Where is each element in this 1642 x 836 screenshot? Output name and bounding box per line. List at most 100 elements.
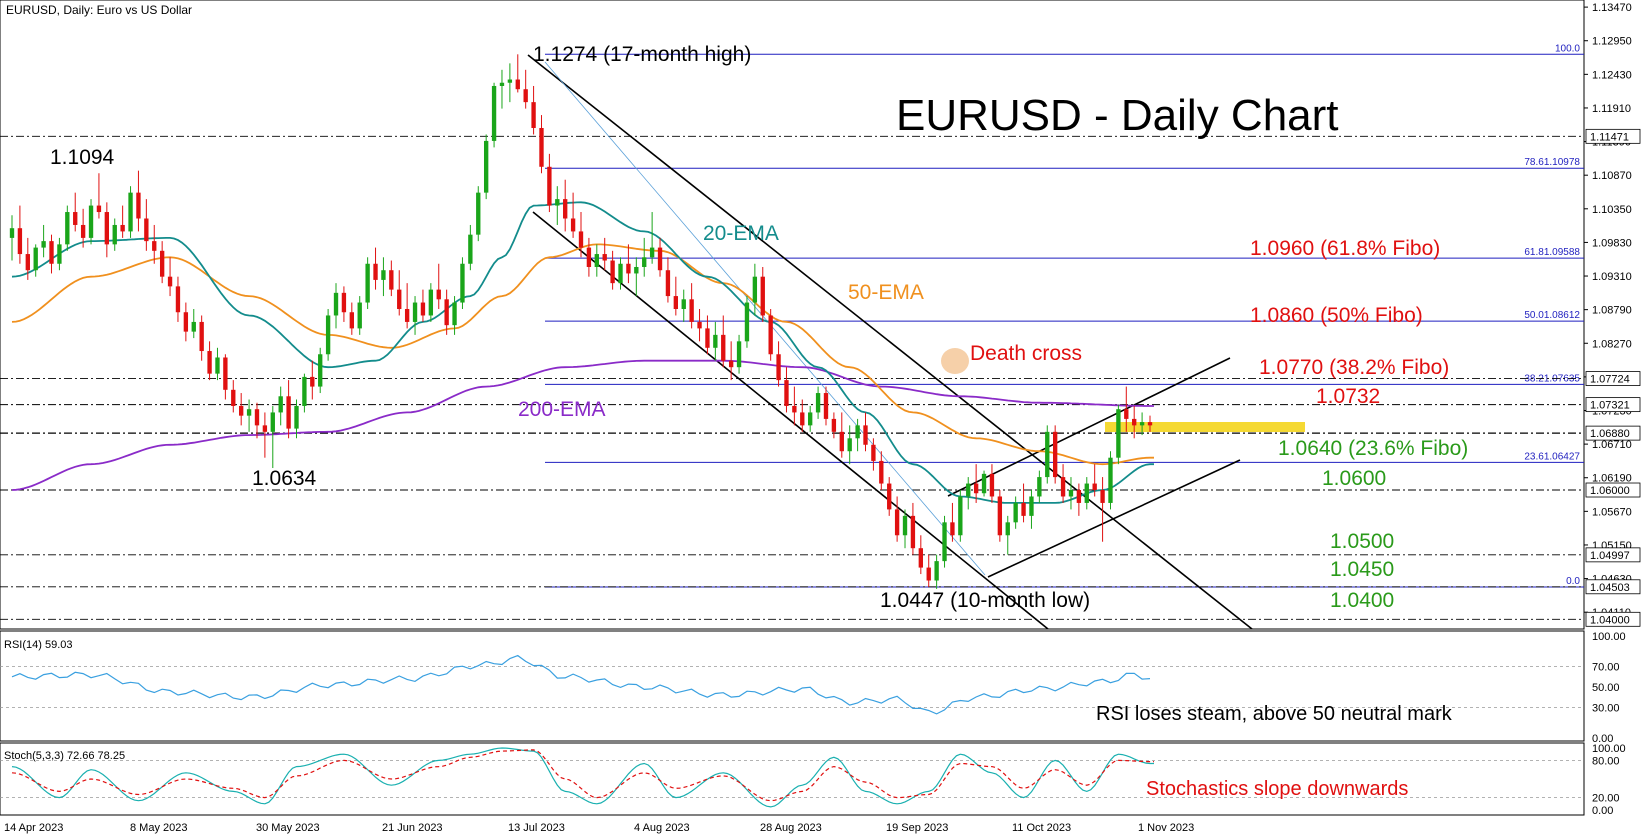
candle-body [997,496,1003,536]
ema50-label: 50-EMA [848,281,924,304]
candle-body [25,254,30,271]
level-1094-label: 1.1094 [50,146,115,169]
price-tick-label: 1.10870 [1592,170,1632,182]
candle-body [9,228,15,238]
candle-body [183,312,189,332]
date-tick-label: 11 Oct 2023 [1012,822,1071,834]
candle-body [136,192,141,219]
rsi-label: RSI(14) 59.03 [4,639,72,651]
price-tick-label: 1.06710 [1592,439,1632,451]
date-tick-label: 14 Apr 2023 [4,822,63,834]
candle-body [989,473,995,497]
candle-body [460,263,465,303]
fib-level-label: 78.61.10978 [1524,157,1580,168]
candle-body [713,334,718,348]
candle-body [1100,490,1105,503]
stoch-tick-label: 100.00 [1592,743,1626,755]
candle-body [444,299,449,326]
candle-body [167,276,173,287]
price-tag-label: 1.04997 [1590,550,1630,562]
ema20-line [11,201,1154,504]
price-tick-label: 1.09310 [1592,271,1632,283]
candle-body [152,241,157,251]
candle-body [294,405,299,429]
desc-channel-upper [527,54,1253,630]
candle-body [626,263,631,274]
candle-body [942,522,947,562]
candle-body [199,321,204,352]
candle-body [934,561,939,581]
candle-body [657,247,663,271]
fib236-label: 1.0640 (23.6% Fibo) [1278,437,1468,460]
price-tick-label: 1.10350 [1592,204,1632,216]
level-0450-label: 1.0450 [1330,558,1394,581]
candlesticks [9,54,1153,589]
date-tick-label: 21 Jun 2023 [382,822,443,834]
candle-body [57,244,62,264]
candle-body [839,431,844,452]
fib-level-label: 61.81.09588 [1524,247,1580,258]
price-tag-box [1585,128,1641,144]
candle-body [41,241,46,248]
fibonacci-levels: 100.078.61.1097861.81.0958850.01.0861238… [545,43,1584,588]
candle-body [1021,502,1026,516]
candle-body [800,412,805,426]
price-tag-box [1585,547,1641,563]
candle-body [365,263,370,303]
candle-body [523,89,528,103]
rsi-note: RSI loses steam, above 50 neutral mark [1096,703,1453,725]
candle-body [515,79,520,90]
candle-body [721,334,726,361]
candle-body [207,351,212,374]
price-tag-box [1585,611,1641,627]
candle-body [96,205,102,213]
rsi-line [11,654,1151,715]
candle-body [325,315,331,355]
level-0634-label: 1.0634 [252,467,317,490]
candle-body [744,302,750,342]
price-tags: 1.11471 1.07724 1.07321 1.06880 1.06000 1.049… [1585,128,1641,627]
candle-body [144,218,149,242]
death-cross-label: Death cross [970,342,1082,365]
horizontal-levels [0,135,1584,620]
candle-body [673,296,679,310]
asc-channel-upper [947,357,1231,497]
candle-body [246,409,252,416]
fib382-label: 1.0770 (38.2% Fibo) [1259,356,1449,379]
rsi-tick-label: 0.00 [1592,733,1613,745]
candle-body [705,328,710,348]
price-tag-box [1585,482,1641,498]
candle-body [1092,483,1097,491]
low-label: 1.0447 (10-month low) [880,589,1090,612]
price-tick-label: 1.12430 [1592,69,1632,81]
candle-body [381,270,386,280]
price-tick-label: 1.12950 [1592,36,1632,48]
candle-body [871,444,876,461]
candle-body [499,82,505,86]
candle-body [563,199,568,219]
candle-body [1029,496,1034,516]
candle-body [1116,409,1121,458]
candle-body [610,260,615,284]
price-tag-label: 1.11471 [1590,131,1629,143]
desc-channel-lower [532,211,1049,630]
candle-body [239,405,244,416]
candle-body [452,302,457,326]
candle-body [270,412,275,432]
candle-body [823,393,829,419]
stoch-label: Stoch(5,3,3) 72.66 78.25 [4,750,125,762]
candle-body [981,473,987,494]
level-0400-label: 1.0400 [1330,589,1394,612]
candle-body [349,312,354,329]
candle-body [65,212,70,245]
candle-body [223,357,228,390]
candle-body [570,218,576,232]
candle-body [17,228,23,255]
price-tag-box [1585,397,1641,413]
candle-body [578,231,584,248]
fib50-label: 1.0860 (50% Fibo) [1250,304,1423,327]
candle-body [302,376,307,406]
candle-body [357,302,362,329]
